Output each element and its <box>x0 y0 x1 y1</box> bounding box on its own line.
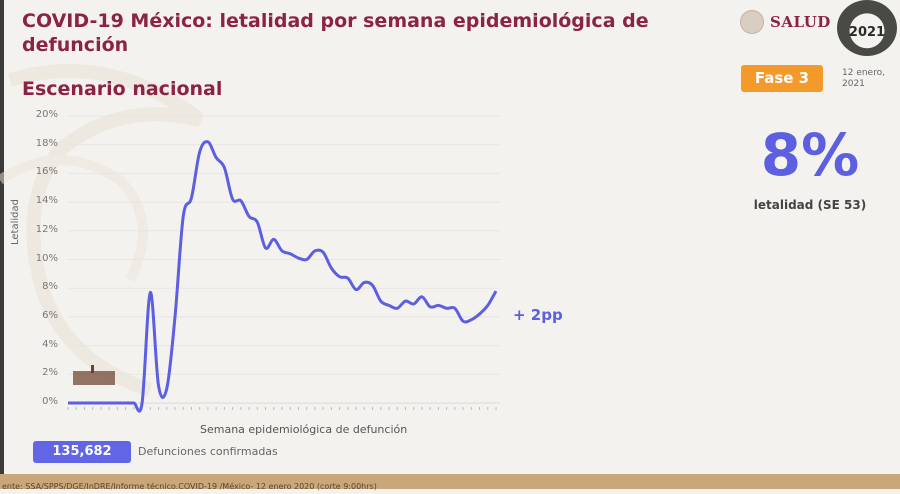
y-tick-label: 6% <box>42 309 58 321</box>
background-pattern-icon <box>0 64 205 397</box>
y-tick-label: 16% <box>35 166 58 178</box>
confirmed-deaths-count: 135,682 <box>33 441 131 463</box>
page-title: COVID-19 México: letalidad por semana ep… <box>22 10 649 56</box>
report-date: 12 enero, 2021 <box>842 68 885 89</box>
year-badge: 2021 <box>837 0 897 56</box>
x-axis-label: Semana epidemiológica de defunción <box>200 423 408 436</box>
lethality-value: 8% <box>760 121 860 189</box>
lethality-series-line <box>68 140 498 413</box>
y-tick-label: 14% <box>35 195 58 207</box>
y-tick-label: 4% <box>42 338 58 350</box>
source-footer: ente: SSA/SPPS/DGE/InDRE/Informe técnico… <box>0 474 900 491</box>
y-tick-label: 10% <box>35 252 58 264</box>
y-tick-label: 12% <box>35 223 58 235</box>
lethality-label: letalidad (SE 53) <box>753 198 867 212</box>
salud-logo: SALUD <box>740 10 831 34</box>
y-tick-label: 18% <box>35 137 58 149</box>
page-subtitle: Escenario nacional <box>22 78 223 100</box>
phase-badge: Fase 3 <box>741 65 823 92</box>
y-tick-label: 2% <box>42 367 58 379</box>
y-tick-label: 0% <box>42 396 58 407</box>
photo-thumbnail-icon <box>73 365 115 385</box>
seal-icon <box>740 10 764 34</box>
left-edge-bar <box>0 0 4 489</box>
change-annotation: + 2pp <box>513 306 563 324</box>
confirmed-deaths-label: Defunciones confirmadas <box>138 445 278 458</box>
y-tick-label: 20% <box>35 109 58 120</box>
y-tick-label: 8% <box>42 281 58 293</box>
